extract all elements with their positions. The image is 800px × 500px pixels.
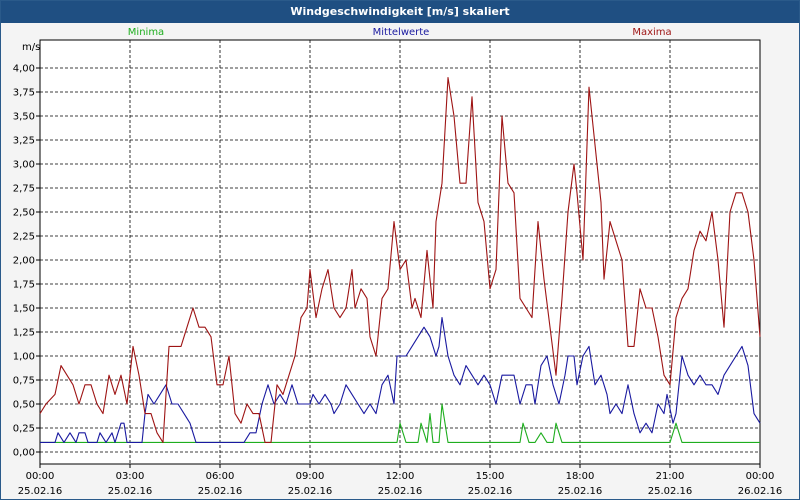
y-tick-label: 1,50 — [13, 304, 35, 315]
x-tick-date: 25.02.16 — [468, 486, 513, 497]
y-tick-label: 3,50 — [13, 112, 35, 123]
y-tick-label: 1,25 — [13, 328, 35, 339]
series-lines — [39, 77, 761, 443]
x-tick-time: 21:00 — [656, 471, 685, 482]
y-tick-label: 1,00 — [13, 352, 35, 363]
x-tick-time: 09:00 — [296, 471, 325, 482]
x-tick-date: 25.02.16 — [198, 486, 243, 497]
y-axis: 0,00 0,25 0,50 0,75 1,00 1,25 1,50 1,75 2,00 2,25… — [13, 64, 40, 459]
y-tick-label: 2,25 — [13, 232, 35, 243]
x-tick-time: 12:00 — [386, 471, 415, 482]
x-tick-date: 26.02.16 — [738, 486, 783, 497]
y-tick-label: 3,25 — [13, 136, 35, 147]
legend: Minima Mittelwerte Maxima — [128, 27, 672, 38]
legend-maxima: Maxima — [632, 27, 671, 38]
x-tick-time: 03:00 — [116, 471, 145, 482]
y-tick-label: 0,75 — [13, 376, 35, 387]
x-tick-time: 15:00 — [476, 471, 505, 482]
window-title: Windgeschwindigkeit [m/s] skaliert — [1, 1, 799, 23]
y-tick-label: 2,75 — [13, 184, 35, 195]
y-tick-label: 1,75 — [13, 280, 35, 291]
x-tick-date: 25.02.16 — [558, 486, 603, 497]
x-tick-time: 18:00 — [566, 471, 595, 482]
legend-mittelwerte: Mittelwerte — [373, 27, 430, 38]
x-tick-date: 25.02.16 — [378, 486, 423, 497]
x-tick-date: 25.02.16 — [18, 486, 63, 497]
y-tick-label: 0,25 — [13, 424, 35, 435]
y-tick-label: 3,75 — [13, 88, 35, 99]
series-line-mittelwerte — [40, 317, 761, 443]
y-tick-label: 0,00 — [13, 448, 35, 459]
x-axis: 00:00 25.02.16 03:00 25.02.16 06:00 25.02.16 0… — [18, 464, 783, 497]
x-tick-time: 06:00 — [206, 471, 235, 482]
y-tick-label: 2,50 — [13, 208, 35, 219]
series-line-minima — [40, 403, 760, 443]
x-tick-date: 25.02.16 — [288, 486, 333, 497]
x-tick-time: 00:00 — [746, 471, 775, 482]
y-tick-label: 3,00 — [13, 160, 35, 171]
y-tick-label: 2,00 — [13, 256, 35, 267]
y-axis-label: m/s — [22, 42, 40, 53]
y-tick-label: 4,00 — [13, 64, 35, 75]
x-tick-date: 25.02.16 — [108, 486, 153, 497]
legend-minima: Minima — [128, 27, 164, 38]
x-tick-date: 25.02.16 — [648, 486, 693, 497]
y-tick-label: 0,50 — [13, 400, 35, 411]
grid — [40, 40, 760, 464]
x-tick-time: 00:00 — [26, 471, 55, 482]
series-line-maxima — [39, 77, 761, 443]
